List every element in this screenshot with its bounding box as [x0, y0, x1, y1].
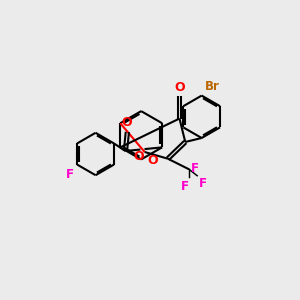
- Text: Br: Br: [205, 80, 220, 93]
- Text: O: O: [133, 150, 144, 163]
- Text: O: O: [121, 116, 132, 129]
- Text: O: O: [147, 154, 158, 167]
- Text: F: F: [199, 177, 207, 190]
- Text: O: O: [174, 81, 185, 94]
- Text: F: F: [66, 167, 74, 181]
- Text: F: F: [190, 162, 198, 175]
- Text: F: F: [181, 180, 188, 193]
